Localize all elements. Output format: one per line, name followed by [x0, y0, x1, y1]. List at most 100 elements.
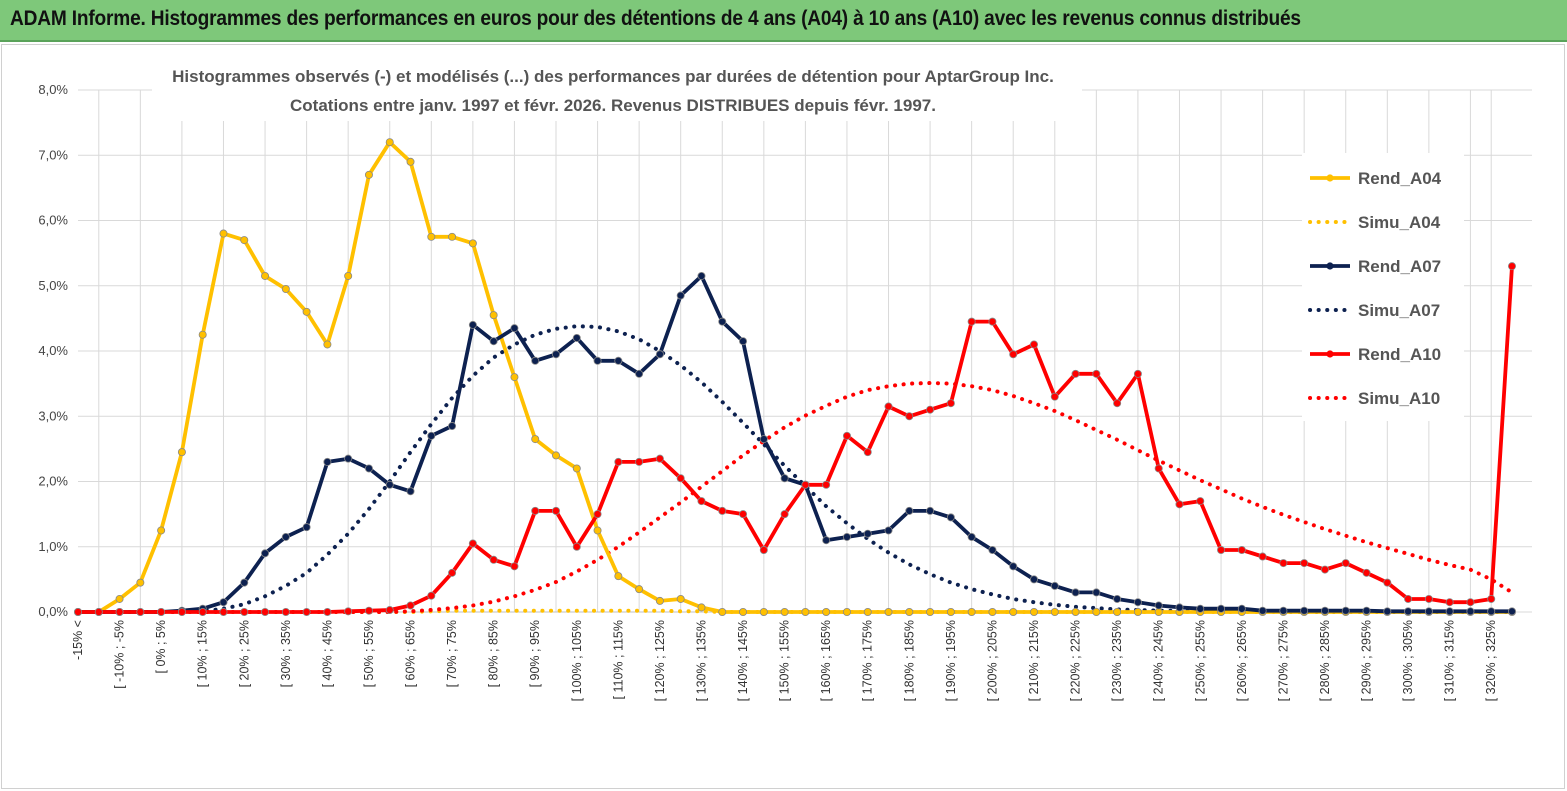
data-point — [739, 337, 748, 346]
data-point — [198, 608, 207, 617]
y-tick-label: 3,0% — [38, 408, 68, 423]
data-point — [177, 448, 186, 457]
x-tick-label: [ 90% ; 95% — [528, 620, 542, 687]
data-point — [261, 608, 270, 617]
x-tick-label: [ 20% ; 25% — [237, 620, 251, 687]
data-point — [988, 546, 997, 555]
data-point — [406, 601, 415, 610]
data-point — [448, 568, 457, 577]
data-point — [1196, 497, 1205, 506]
data-point — [1133, 608, 1142, 617]
data-point — [1071, 588, 1080, 597]
series-rend-a10 — [74, 262, 1517, 617]
data-point — [1424, 607, 1433, 616]
x-tick-label: [ 180% ; 185% — [902, 620, 916, 701]
data-point — [1050, 392, 1059, 401]
legend-item: Simu_A07 — [1308, 301, 1440, 320]
y-tick-label: 2,0% — [38, 474, 68, 489]
data-point — [448, 232, 457, 241]
data-point — [1050, 608, 1059, 617]
data-point — [780, 474, 789, 483]
data-point — [718, 506, 727, 515]
data-point — [759, 608, 768, 617]
data-point — [905, 608, 914, 617]
data-point — [1154, 601, 1163, 610]
data-point — [1466, 607, 1475, 616]
data-point — [1030, 340, 1039, 349]
data-point — [842, 608, 851, 617]
data-point — [448, 422, 457, 431]
data-point — [884, 402, 893, 411]
data-point — [1508, 607, 1517, 616]
data-point — [572, 542, 581, 551]
data-point — [219, 608, 228, 617]
x-tick-label: [ 0% ; 5% — [154, 620, 168, 674]
data-point — [1445, 598, 1454, 607]
data-point — [281, 532, 290, 541]
data-point — [531, 356, 540, 365]
legend-label: Rend_A04 — [1358, 169, 1442, 188]
legend-label: Simu_A10 — [1358, 389, 1440, 408]
data-point — [593, 356, 602, 365]
x-tick-label: [ 120% ; 125% — [653, 620, 667, 701]
y-axis-ticks: 0,0% 1,0% 2,0% 3,0% 4,0% 5,0% 6,0% 7,0% 8,0% — [38, 82, 68, 619]
chart-titles: Histogrammes observés (-) et modélisés (… — [152, 61, 1082, 121]
data-point — [946, 513, 955, 522]
data-point — [593, 526, 602, 535]
data-point — [1300, 559, 1309, 568]
data-point — [1217, 546, 1226, 555]
data-point — [240, 578, 249, 587]
data-point — [489, 311, 498, 320]
data-point — [281, 285, 290, 294]
series-line — [76, 324, 1514, 614]
data-point — [926, 506, 935, 515]
data-point — [281, 608, 290, 617]
data-point — [115, 608, 124, 617]
data-point — [364, 464, 373, 473]
data-point — [1383, 607, 1392, 616]
legend-label: Rend_A10 — [1358, 345, 1441, 364]
legend-item: Rend_A10 — [1310, 345, 1441, 364]
data-point — [219, 229, 228, 238]
data-point — [1092, 608, 1101, 617]
data-point — [1009, 562, 1018, 571]
data-point — [1217, 604, 1226, 613]
y-tick-label: 0,0% — [38, 604, 68, 619]
x-tick-label: [ 110% ; 115% — [611, 620, 625, 699]
data-point — [926, 405, 935, 414]
data-point — [697, 271, 706, 280]
x-tick-label: [ 80% ; 85% — [487, 620, 501, 687]
x-tick-label: [ 200% ; 205% — [985, 620, 999, 701]
x-tick-label: [ 30% ; 35% — [279, 620, 293, 687]
data-point — [718, 608, 727, 617]
data-point — [1445, 607, 1454, 616]
data-point — [489, 555, 498, 564]
data-point — [510, 324, 519, 333]
data-point — [427, 232, 436, 241]
data-point — [905, 412, 914, 421]
data-point — [655, 454, 664, 463]
data-point — [1404, 607, 1413, 616]
data-point — [1113, 594, 1122, 603]
data-point — [988, 317, 997, 326]
data-point — [759, 435, 768, 444]
data-point — [1487, 607, 1496, 616]
data-point — [177, 608, 186, 617]
data-point — [261, 549, 270, 558]
y-tick-label: 5,0% — [38, 278, 68, 293]
data-point — [94, 608, 103, 617]
data-point — [614, 356, 623, 365]
data-point — [261, 271, 270, 280]
data-point — [967, 532, 976, 541]
series-line — [78, 274, 1512, 614]
data-point — [302, 307, 311, 316]
data-point — [676, 474, 685, 483]
y-tick-label: 8,0% — [38, 82, 68, 97]
data-point — [988, 608, 997, 617]
data-point — [427, 591, 436, 600]
data-point — [1404, 594, 1413, 603]
x-tick-label: [ 230% ; 235% — [1110, 620, 1124, 701]
data-point — [302, 608, 311, 617]
data-point — [468, 539, 477, 548]
data-point — [1175, 500, 1184, 509]
